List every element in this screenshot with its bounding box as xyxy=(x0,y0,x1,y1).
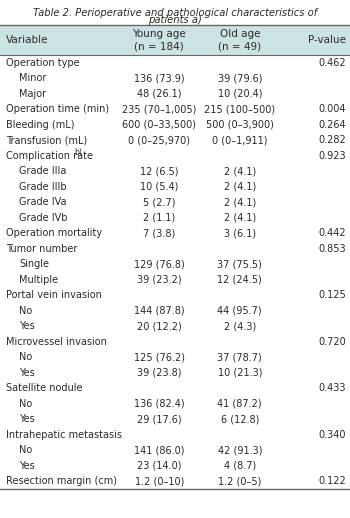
Text: 23 (14.0): 23 (14.0) xyxy=(137,461,182,471)
Text: 0.853: 0.853 xyxy=(318,244,346,254)
Text: 235 (70–1,005): 235 (70–1,005) xyxy=(122,104,196,114)
Text: 20 (12.2): 20 (12.2) xyxy=(137,321,182,331)
Text: 5 (2.7): 5 (2.7) xyxy=(143,197,175,207)
Text: 42 (91.3): 42 (91.3) xyxy=(217,445,262,455)
Text: 6 (12.8): 6 (12.8) xyxy=(220,414,259,424)
Text: 215 (100–500): 215 (100–500) xyxy=(204,104,275,114)
Text: 37 (75.5): 37 (75.5) xyxy=(217,259,262,269)
Text: 136 (73.9): 136 (73.9) xyxy=(134,73,184,83)
Text: Yes: Yes xyxy=(19,414,35,424)
Text: 0.442: 0.442 xyxy=(318,228,346,238)
Bar xyxy=(0,25,350,55)
Text: Microvessel invasion: Microvessel invasion xyxy=(6,337,107,347)
Text: Intrahepatic metastasis: Intrahepatic metastasis xyxy=(6,430,122,440)
Text: 4 (8.7): 4 (8.7) xyxy=(224,461,256,471)
Text: 2 (4.3): 2 (4.3) xyxy=(224,321,256,331)
Text: Single: Single xyxy=(19,259,49,269)
Text: 44 (95.7): 44 (95.7) xyxy=(217,306,262,316)
Text: 0.282: 0.282 xyxy=(318,135,346,145)
Text: 2 (4.1): 2 (4.1) xyxy=(224,213,256,223)
Text: 10 (20.4): 10 (20.4) xyxy=(217,89,262,99)
Text: 29 (17.6): 29 (17.6) xyxy=(137,414,182,424)
Text: Grade IVa: Grade IVa xyxy=(19,197,66,207)
Text: 136 (82.4): 136 (82.4) xyxy=(134,399,184,409)
Text: 10 (5.4): 10 (5.4) xyxy=(140,182,178,192)
Text: No: No xyxy=(19,306,32,316)
Text: No: No xyxy=(19,445,32,455)
Text: 0.125: 0.125 xyxy=(318,290,346,300)
Text: 2 (4.1): 2 (4.1) xyxy=(224,166,256,176)
Text: Tumor number: Tumor number xyxy=(6,244,77,254)
Text: 129 (76.8): 129 (76.8) xyxy=(134,259,185,269)
Text: 1.2 (0–10): 1.2 (0–10) xyxy=(134,476,184,486)
Text: 41 (87.2): 41 (87.2) xyxy=(217,399,262,409)
Text: 39 (23.8): 39 (23.8) xyxy=(137,368,182,378)
Text: 7 (3.8): 7 (3.8) xyxy=(143,228,175,238)
Text: Variable: Variable xyxy=(6,35,48,45)
Text: 500 (0–3,900): 500 (0–3,900) xyxy=(206,120,274,130)
Text: 0 (0–1,911): 0 (0–1,911) xyxy=(212,135,267,145)
Text: Operation time (min): Operation time (min) xyxy=(6,104,109,114)
Text: Resection margin (cm): Resection margin (cm) xyxy=(6,476,117,486)
Text: 2 (4.1): 2 (4.1) xyxy=(224,197,256,207)
Text: 0.462: 0.462 xyxy=(318,57,346,68)
Text: Grade IIIa: Grade IIIa xyxy=(19,166,66,176)
Text: Operation mortality: Operation mortality xyxy=(6,228,102,238)
Text: 3 (6.1): 3 (6.1) xyxy=(224,228,256,238)
Text: No: No xyxy=(19,399,32,409)
Text: 0 (0–25,970): 0 (0–25,970) xyxy=(128,135,190,145)
Text: Yes: Yes xyxy=(19,368,35,378)
Text: 0.264: 0.264 xyxy=(318,120,346,130)
Text: 39 (23.2): 39 (23.2) xyxy=(137,275,182,285)
Text: Minor: Minor xyxy=(19,73,47,83)
Text: 0.122: 0.122 xyxy=(318,476,346,486)
Text: Operation type: Operation type xyxy=(6,57,79,68)
Text: Table 2. Perioperative and pathological characteristics of: Table 2. Perioperative and pathological … xyxy=(33,8,317,18)
Text: Grade IVb: Grade IVb xyxy=(19,213,68,223)
Text: patients a): patients a) xyxy=(148,15,202,25)
Text: 0.720: 0.720 xyxy=(318,337,346,347)
Text: 600 (0–33,500): 600 (0–33,500) xyxy=(122,120,196,130)
Text: Complication rate: Complication rate xyxy=(6,151,93,161)
Text: 39 (79.6): 39 (79.6) xyxy=(217,73,262,83)
Text: Yes: Yes xyxy=(19,321,35,331)
Text: 12 (6.5): 12 (6.5) xyxy=(140,166,178,176)
Text: 0.004: 0.004 xyxy=(319,104,346,114)
Text: 141 (86.0): 141 (86.0) xyxy=(134,445,184,455)
Text: Satellite nodule: Satellite nodule xyxy=(6,383,82,393)
Text: 0.340: 0.340 xyxy=(319,430,346,440)
Text: 2 (4.1): 2 (4.1) xyxy=(224,182,256,192)
Text: Bleeding (mL): Bleeding (mL) xyxy=(6,120,74,130)
Text: Yes: Yes xyxy=(19,461,35,471)
Text: 10 (21.3): 10 (21.3) xyxy=(217,368,262,378)
Text: 2 (1.1): 2 (1.1) xyxy=(143,213,175,223)
Text: Multiple: Multiple xyxy=(19,275,58,285)
Text: 37 (78.7): 37 (78.7) xyxy=(217,352,262,362)
Text: 12 (24.5): 12 (24.5) xyxy=(217,275,262,285)
Text: 0.433: 0.433 xyxy=(319,383,346,393)
Text: P-value: P-value xyxy=(308,35,346,45)
Text: Old age
(n = 49): Old age (n = 49) xyxy=(218,29,261,51)
Text: 48 (26.1): 48 (26.1) xyxy=(137,89,182,99)
Text: Grade IIIb: Grade IIIb xyxy=(19,182,66,192)
Text: No: No xyxy=(19,352,32,362)
Text: 0.923: 0.923 xyxy=(318,151,346,161)
Text: Portal vein invasion: Portal vein invasion xyxy=(6,290,101,300)
Text: b): b) xyxy=(75,148,83,157)
Text: Transfusion (mL): Transfusion (mL) xyxy=(6,135,87,145)
Text: 1.2 (0–5): 1.2 (0–5) xyxy=(218,476,261,486)
Text: Major: Major xyxy=(19,89,46,99)
Text: 144 (87.8): 144 (87.8) xyxy=(134,306,184,316)
Text: 125 (76.2): 125 (76.2) xyxy=(134,352,185,362)
Text: Young age
(n = 184): Young age (n = 184) xyxy=(132,29,186,51)
